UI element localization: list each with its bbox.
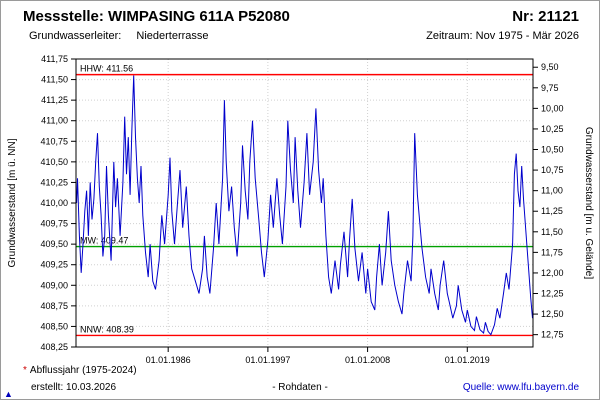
y-axis-left-tick-label: 411,25: [41, 95, 68, 105]
y-axis-left-tick-label: 411,00: [41, 116, 68, 126]
y-axis-title-right: Grundwasserstand [m u. Gelände]: [583, 127, 594, 280]
y-axis-left-tick-label: 411,50: [41, 75, 68, 85]
y-axis-right-tick-label: 10,00: [541, 103, 564, 113]
y-axis-right-tick-label: 9,50: [541, 62, 559, 72]
footnote-text: Abflussjahr (1975-2024): [29, 365, 137, 376]
y-axis-left-tick-label: 411,75: [41, 54, 68, 64]
groundwater-series-line: [76, 75, 533, 336]
footnote-asterisk: *: [23, 365, 27, 376]
y-axis-left-tick-label: 409,00: [40, 280, 68, 290]
y-axis-left-tick-label: 408,75: [40, 301, 68, 311]
y-axis-right-tick-label: 12,75: [541, 330, 564, 340]
axes: 411,75 411,50 411,25 411,00 410,75 410,50 410,…: [40, 54, 563, 365]
y-axis-left-tick-label: 409,50: [40, 239, 68, 249]
aquifer-line: Grundwasserleiter: Niederterrasse: [29, 30, 209, 42]
series-lines: [76, 75, 533, 336]
y-axis-left-tick-label: 409,75: [40, 219, 68, 229]
y-axis-left-tick-label: 410,25: [40, 177, 68, 187]
created-date: erstellt: 10.03.2026: [31, 382, 117, 393]
y-axis-right-tick-label: 10,25: [541, 124, 564, 134]
period-label: Zeitraum: Nov 1975 - Mär 2026: [426, 30, 579, 42]
y-axis-right-tick-label: 11,50: [541, 227, 563, 237]
aquifer-label: Grundwasserleiter:: [29, 30, 122, 42]
y-axis-right-tick-label: 12,50: [541, 309, 564, 319]
y-axis-left-tick-label: 410,00: [40, 198, 68, 208]
y-axis-right-tick-label: 10,75: [541, 165, 564, 175]
y-axis-right-tick-label: 11,00: [541, 186, 563, 196]
grid-lines: [76, 59, 533, 347]
plot-border: [75, 58, 534, 348]
y-axis-left-tick-label: 410,50: [40, 157, 68, 167]
data-type-label: - Rohdaten -: [272, 382, 328, 393]
y-axis-right-tick-label: 12,25: [541, 289, 564, 299]
footnote: * Abflussjahr (1975-2024): [23, 365, 137, 376]
y-axis-left-tick-label: 410,75: [40, 136, 68, 146]
y-axis-right-tick-label: 11,25: [541, 206, 563, 216]
y-axis-left-tick-label: 408,25: [40, 342, 68, 352]
y-axis-right-tick-label: 11,75: [541, 247, 563, 257]
x-axis-tick-label: 01.01.1997: [245, 355, 290, 365]
y-axis-right-tick-label: 9,75: [541, 83, 559, 93]
page-title: Messstelle: WIMPASING 611A P52080: [23, 8, 290, 25]
y-axis-left-tick-label: 408,50: [40, 321, 68, 331]
station-number: Nr: 21121: [512, 8, 579, 25]
x-axis-tick-label: 01.01.2008: [345, 355, 390, 365]
aquifer-value: Niederterrasse: [136, 30, 209, 42]
source-link[interactable]: Quelle: www.lfu.bayern.de: [462, 382, 579, 393]
y-axis-right-tick-label: 12,00: [541, 268, 564, 278]
ref-line-label-nnw: NNW: 408.39: [80, 324, 134, 334]
x-axis-tick-label: 01.01.2019: [445, 355, 490, 365]
y-axis-right-tick-label: 10,50: [541, 145, 564, 155]
ref-line-label-hhw: HHW: 411.56: [80, 64, 133, 74]
scroll-top-icon[interactable]: ▲: [4, 389, 13, 399]
y-axis-title-left: Grundwasserstand [m ü. NN]: [7, 138, 18, 267]
y-axis-left-tick-label: 409,25: [40, 260, 68, 270]
x-axis-tick-label: 01.01.1986: [146, 355, 191, 365]
